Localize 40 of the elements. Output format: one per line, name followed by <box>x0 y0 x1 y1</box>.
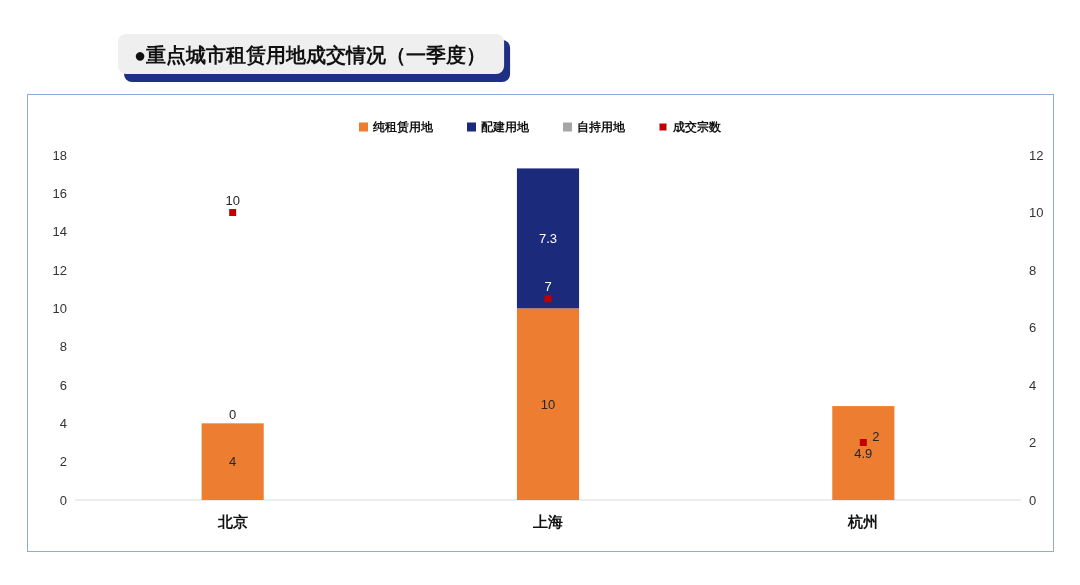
legend-label: 配建用地 <box>481 120 530 134</box>
y2-tick-label: 8 <box>1029 262 1037 278</box>
x-tick-label: 北京 <box>216 512 248 530</box>
y-tick-label: 2 <box>59 454 67 470</box>
bar <box>832 406 895 500</box>
y2-tick-label: 6 <box>1029 320 1037 335</box>
data-label: 10 <box>540 396 556 412</box>
y-tick-label: 6 <box>59 377 67 393</box>
y2-tick-label: 0 <box>1029 492 1037 508</box>
chart-title: ●重点城市租赁用地成交情况（一季度） <box>134 44 487 66</box>
data-label: 2 <box>872 429 880 444</box>
y-tick-label: 10 <box>52 300 67 316</box>
y2-tick-label: 10 <box>1029 205 1044 220</box>
y-tick-label: 14 <box>52 224 67 240</box>
point <box>229 209 237 216</box>
point <box>859 439 867 446</box>
y2-tick-label: 12 <box>1029 147 1044 163</box>
data-label: 4.9 <box>854 445 873 461</box>
y2-tick-label: 4 <box>1029 377 1037 393</box>
y-tick-label: 4 <box>59 415 67 431</box>
y-tick-label: 12 <box>52 262 67 278</box>
x-tick-label: 杭州 <box>847 512 879 530</box>
legend-label: 成交宗数 <box>672 120 722 134</box>
y-tick-label: 18 <box>52 147 67 163</box>
point <box>544 295 552 303</box>
bar <box>516 308 580 500</box>
legend-label: 纯租赁用地 <box>372 120 434 134</box>
y-tick-label: 8 <box>59 339 67 355</box>
bar <box>516 168 580 309</box>
legend-label: 自持用地 <box>577 120 626 134</box>
y-tick-label: 16 <box>52 185 67 201</box>
data-label: 10 <box>225 193 240 208</box>
data-label: 7 <box>544 279 552 295</box>
data-label: 0 <box>229 406 237 422</box>
x-tick-label: 上海 <box>532 512 563 530</box>
y2-tick-label: 2 <box>1029 435 1037 450</box>
y-tick-label: 0 <box>59 492 67 508</box>
data-label: 4 <box>229 454 237 470</box>
data-label: 7.3 <box>538 230 558 246</box>
bar <box>201 423 264 500</box>
